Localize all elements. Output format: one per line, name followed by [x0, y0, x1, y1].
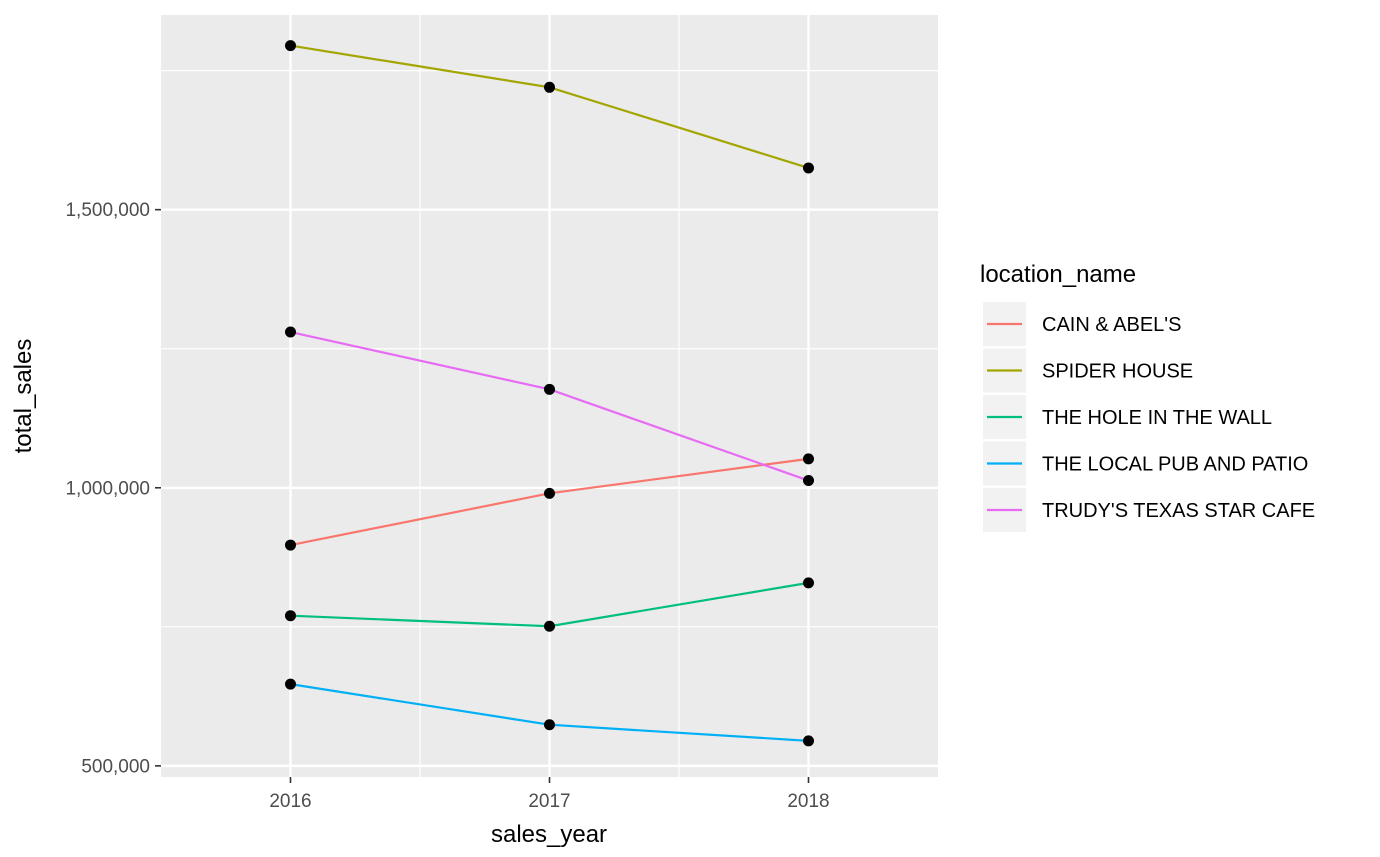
- y-axis: 500,000 1,000,000 1,500,000: [65, 200, 161, 777]
- data-point: [544, 487, 555, 499]
- data-point: [544, 620, 555, 632]
- data-point: [803, 475, 814, 487]
- data-point: [544, 719, 555, 731]
- data-point: [285, 678, 296, 690]
- x-axis: 2016 2017 2018: [269, 777, 830, 812]
- y-tick-label: 500,000: [81, 756, 150, 777]
- grid-major: [161, 15, 938, 777]
- data-point: [803, 735, 814, 747]
- x-tick-label: 2016: [269, 791, 311, 812]
- y-tick-label: 1,500,000: [65, 200, 150, 221]
- data-point: [285, 326, 296, 338]
- data-point: [285, 40, 296, 52]
- x-axis-title: sales_year: [491, 821, 607, 848]
- legend-label: SPIDER HOUSE: [1042, 361, 1193, 383]
- x-tick-label: 2018: [787, 791, 829, 812]
- data-point: [544, 81, 555, 93]
- series-points: [285, 40, 814, 747]
- legend: location_name CAIN & ABEL'S SPIDER HOUSE T…: [980, 261, 1315, 532]
- legend-label: THE HOLE IN THE WALL: [1042, 407, 1272, 429]
- legend-title: location_name: [980, 261, 1136, 288]
- x-tick-label: 2017: [528, 791, 570, 812]
- legend-label: CAIN & ABEL'S: [1042, 314, 1181, 336]
- data-point: [803, 453, 814, 465]
- data-point: [803, 577, 814, 589]
- data-point: [285, 610, 296, 622]
- y-axis-title: total_sales: [10, 339, 37, 454]
- data-point: [285, 539, 296, 551]
- data-point: [803, 162, 814, 174]
- data-point: [544, 383, 555, 395]
- y-tick-label: 1,000,000: [65, 478, 150, 499]
- legend-label: THE LOCAL PUB AND PATIO: [1042, 454, 1308, 476]
- legend-label: TRUDY'S TEXAS STAR CAFE: [1042, 500, 1315, 522]
